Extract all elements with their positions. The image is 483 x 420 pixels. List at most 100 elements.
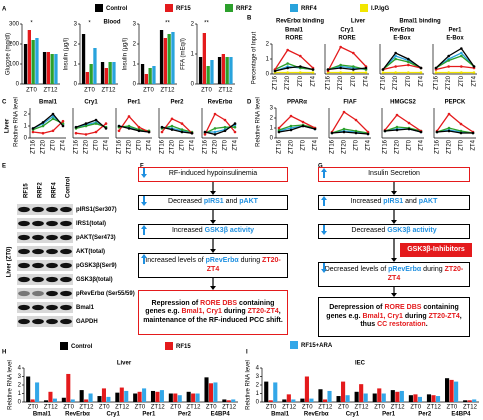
bar xyxy=(221,54,225,84)
blot-band xyxy=(60,318,72,325)
y-axis-label: FFA (mEq/l) xyxy=(181,38,187,70)
point xyxy=(289,114,293,118)
bar xyxy=(454,381,459,402)
bar xyxy=(177,395,182,402)
x-tick-label: ZT4 xyxy=(364,75,370,86)
x-tick-label: ZT12 xyxy=(218,88,233,94)
series-line xyxy=(327,67,367,71)
point xyxy=(223,129,227,133)
flow-text-segment: Increased xyxy=(171,227,205,235)
flow-text-segment: and xyxy=(223,198,240,206)
bar xyxy=(124,390,129,402)
bar xyxy=(106,396,111,402)
chart-title: Per1 xyxy=(127,100,141,106)
blot-strip xyxy=(17,260,73,271)
x-tick-label: ZT0 xyxy=(135,405,146,411)
bar xyxy=(202,33,206,84)
bar xyxy=(463,400,468,402)
blot-strip xyxy=(17,288,73,299)
bar xyxy=(46,52,50,84)
blot-band xyxy=(18,220,30,227)
inhibitor-box: GSK3β-Inhibitors xyxy=(400,243,472,257)
flow-box: Decreased GSK3β activity xyxy=(318,224,470,239)
series-line xyxy=(435,55,475,69)
chart-title: FIAF xyxy=(343,100,357,106)
bar xyxy=(61,397,66,402)
x-tick-label: ZT0 xyxy=(84,88,95,94)
point xyxy=(459,129,463,133)
flow-text-segment: Derepression of xyxy=(329,304,385,312)
bar xyxy=(27,30,31,84)
chart-title: Per1 xyxy=(448,28,462,34)
flow-text-segment: CC restoration xyxy=(377,321,426,329)
gene-label: Cry1 xyxy=(106,412,120,418)
legend-swatch xyxy=(225,4,233,12)
bar xyxy=(173,393,178,402)
bar xyxy=(318,389,323,402)
x-tick-label: ZT20 xyxy=(393,75,399,90)
bar xyxy=(191,393,196,402)
bar xyxy=(208,383,213,402)
panel-letter: C xyxy=(2,100,7,106)
gene-label: Per1 xyxy=(142,412,156,418)
panel-letter: H xyxy=(2,350,6,356)
flow-text-segment: during xyxy=(221,308,248,316)
blot-label: IRS1(total) xyxy=(76,221,106,227)
series-line xyxy=(435,52,475,69)
series-line xyxy=(274,49,314,70)
x-tick-label: ZT20 xyxy=(285,75,291,90)
bar xyxy=(198,57,203,84)
y-axis-label: Glucose (mg/dl) xyxy=(6,33,12,75)
bar xyxy=(341,381,346,402)
point xyxy=(273,69,277,73)
bar xyxy=(390,390,395,402)
point xyxy=(354,118,358,122)
x-tick-label: ZT0 xyxy=(94,139,100,150)
point xyxy=(326,68,330,71)
blot-band xyxy=(46,318,58,325)
bar xyxy=(140,64,145,84)
gene-label: Bmal1 xyxy=(271,412,290,418)
bar xyxy=(148,68,152,84)
bar xyxy=(264,381,269,402)
blot-strip xyxy=(17,316,73,327)
series-line xyxy=(382,58,422,71)
x-tick-label: ZT12 xyxy=(151,405,166,411)
panel-letter: I xyxy=(246,350,248,356)
point xyxy=(213,130,217,134)
bar xyxy=(431,395,436,402)
bar xyxy=(84,399,89,402)
point xyxy=(31,127,35,130)
blot-band xyxy=(18,248,30,255)
point xyxy=(407,71,410,74)
bar xyxy=(282,399,287,402)
point xyxy=(286,62,289,65)
significance: * xyxy=(88,21,91,27)
flow-text-segment: Insulin Secretion xyxy=(368,170,420,178)
bar xyxy=(171,32,175,84)
blot-label: pRevErbα (Ser55/59) xyxy=(76,291,135,297)
bar xyxy=(142,388,147,402)
chart-title: PEPCK xyxy=(445,100,466,106)
blot-band xyxy=(18,234,30,241)
x-tick-label: ZT4 xyxy=(104,139,110,150)
flow-text-segment: ZT20-ZT4 xyxy=(206,257,281,273)
y-tick-label: 2 xyxy=(74,42,78,48)
x-tick-label: ZT12 xyxy=(282,405,297,411)
point xyxy=(342,127,346,131)
arrow-icon xyxy=(321,263,327,273)
point xyxy=(117,129,121,133)
series-line xyxy=(274,65,314,72)
legend-label: RRF4 xyxy=(301,6,317,12)
flow-text: Decreased GSK3β activity xyxy=(321,225,437,236)
blot-band xyxy=(32,234,44,241)
legend-label: I.P.IgG xyxy=(371,6,390,12)
series-line xyxy=(327,64,367,71)
flow-box: Increased pIRS1 and pAKT xyxy=(318,195,470,210)
arrow-icon xyxy=(321,196,327,206)
flow-text-segment: Increased levels of xyxy=(145,257,206,264)
flow-text-segment: pAKT xyxy=(418,198,438,206)
point xyxy=(117,124,121,128)
blot-band xyxy=(46,262,58,269)
